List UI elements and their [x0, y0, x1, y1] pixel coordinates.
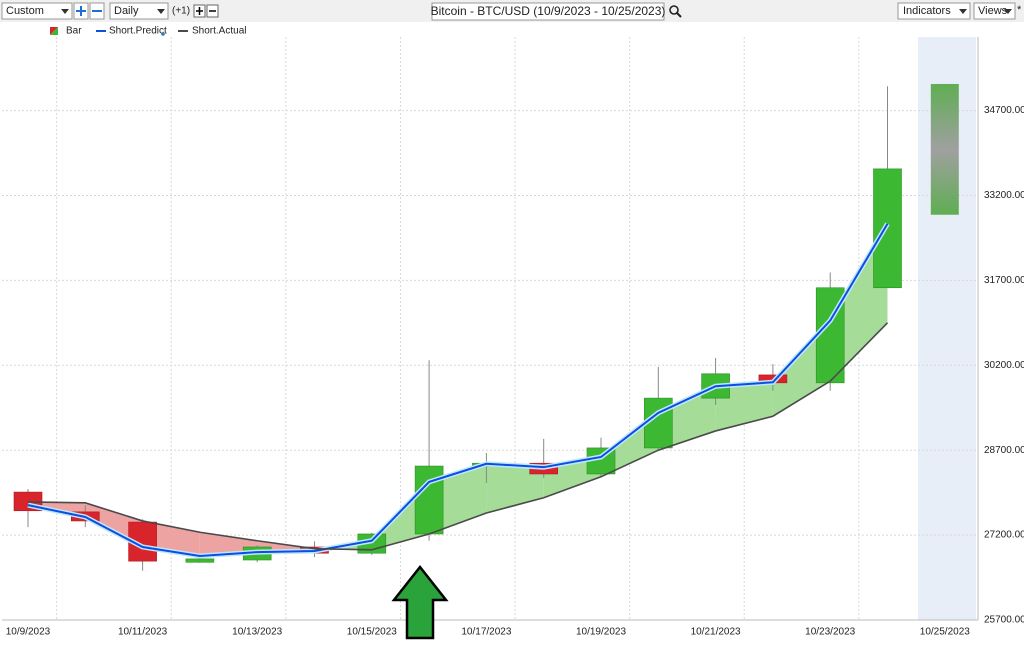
candle-body [185, 558, 215, 563]
x-tick-label: 10/15/2023 [347, 627, 397, 638]
dropdown-arrow [1004, 9, 1012, 14]
y-tick-label: 33200.00 [984, 190, 1024, 201]
x-tick-label: 10/13/2023 [232, 627, 282, 638]
dropdown-arrow [61, 9, 69, 14]
indicators-label: Indicators [903, 5, 951, 17]
legend-swatch [50, 27, 58, 35]
band-fill [543, 456, 601, 498]
period-dropdown[interactable] [109, 2, 169, 20]
y-tick-label: 27200.00 [984, 530, 1024, 541]
band-fill [772, 320, 831, 417]
band-fill [429, 463, 487, 534]
views-dropdown[interactable] [973, 2, 1016, 20]
plus-icon [76, 6, 86, 16]
up-arrow-annotation [391, 564, 449, 640]
band-fill [715, 382, 773, 431]
band-fill [830, 223, 888, 382]
views-label: Views [978, 5, 1008, 17]
x-tick-label: 10/19/2023 [576, 627, 626, 638]
period-label: Daily [114, 5, 139, 17]
symbol-label: Custom [6, 5, 44, 17]
y-tick-label: 25700.00 [984, 615, 1024, 626]
legend-label: Short.Actual [192, 26, 246, 37]
band-fill [658, 386, 716, 451]
x-tick-label: 10/17/2023 [461, 627, 511, 638]
modified-flag: * [1017, 4, 1022, 16]
x-tick-label: 10/9/2023 [6, 627, 51, 638]
forecast-range [930, 83, 959, 215]
x-tick-label: 10/21/2023 [691, 627, 741, 638]
indicators-dropdown[interactable] [897, 2, 971, 20]
y-tick-label: 28700.00 [984, 445, 1024, 456]
chart-title: Bitcoin - BTC/USD (10/9/2023 - 10/25/202… [431, 4, 666, 18]
y-tick-label: 30200.00 [984, 360, 1024, 371]
legend-label: Short.Predict [109, 26, 167, 37]
offset-label: (+1) [172, 6, 190, 17]
legend: Bar Short.Predict Short.Actual [50, 26, 246, 37]
series-line [27, 322, 889, 551]
x-tick-label: 10/11/2023 [118, 627, 168, 638]
y-tick-label: 34700.00 [984, 105, 1024, 116]
search-icon[interactable] [669, 5, 682, 18]
band-fill [85, 502, 143, 547]
plus-icon [196, 7, 203, 15]
band-fill [486, 463, 544, 514]
x-tick-label: 10/25/2023 [920, 627, 970, 638]
y-tick-label: 31700.00 [984, 275, 1024, 286]
legend-label: Bar [66, 26, 82, 37]
title-box[interactable] [431, 2, 665, 21]
legend-dot [161, 32, 165, 36]
x-tick-label: 10/23/2023 [805, 627, 855, 638]
series-line [27, 223, 889, 558]
band-fill [199, 532, 258, 557]
symbol-dropdown[interactable] [1, 2, 73, 20]
dropdown-arrow [157, 9, 165, 14]
dropdown-arrow [959, 9, 967, 14]
band-fill [601, 412, 659, 477]
